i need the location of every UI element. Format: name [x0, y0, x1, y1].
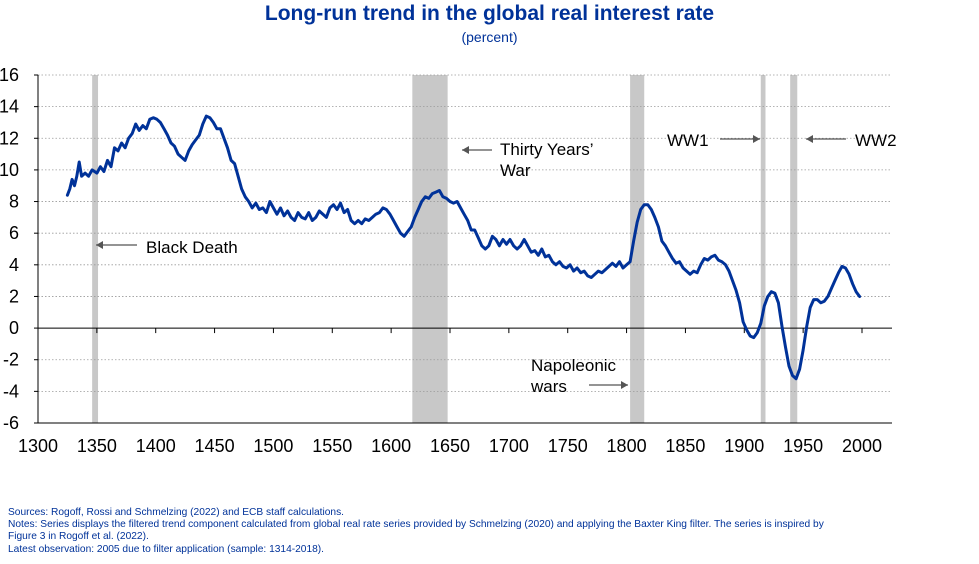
napoleonic-wars-label: Napoleonic [531, 356, 617, 375]
chart-subtitle: (percent) [461, 29, 518, 45]
x-tick-label: 1300 [18, 436, 58, 456]
napoleonic-wars-arrow-head [621, 381, 628, 389]
y-tick-label: 12 [0, 128, 19, 148]
x-tick-label: 1450 [195, 436, 235, 456]
ww1-arrow-head [753, 135, 760, 143]
x-tick-label: 1550 [312, 436, 352, 456]
shaded-period-3 [630, 75, 645, 423]
y-tick-label: 16 [0, 65, 19, 85]
x-tick-label: 1600 [371, 436, 411, 456]
x-tick-label: 1700 [489, 436, 529, 456]
line-chart: 1300 1350 1400 1450 1500 1550 1600 1650 1700 1750… [0, 65, 897, 456]
x-tick-label: 1850 [665, 436, 705, 456]
napoleonic-wars-label: wars [530, 377, 567, 396]
x-tick-label: 1800 [607, 436, 647, 456]
latest-observation-note: Latest observation: 2005 due to filter a… [8, 543, 325, 555]
x-tick-label: 1950 [783, 436, 823, 456]
shaded-period-2 [412, 75, 448, 423]
x-tick-label: 1400 [136, 436, 176, 456]
y-tick-label: 2 [9, 286, 19, 306]
ww1-label: WW1 [667, 131, 709, 150]
thirty-years-war-label: Thirty Years’ [500, 140, 594, 159]
real-rate-trend-line [65, 114, 862, 381]
y-tick-label: 4 [9, 255, 19, 275]
y-tick-label: 6 [9, 223, 19, 243]
methodology-note-line-1: Notes: Series displays the filtered tren… [8, 519, 824, 531]
x-tick-label: 1500 [253, 436, 293, 456]
thirty-years-war-arrow-head [462, 146, 469, 154]
y-tick-label: 0 [9, 318, 19, 338]
y-tick-label: 10 [0, 160, 19, 180]
x-tick-label: 1900 [724, 436, 764, 456]
chart-title: Long-run trend in the global real intere… [264, 2, 715, 25]
shaded-period-4 [760, 75, 766, 423]
y-tick-label: -4 [3, 381, 19, 401]
ww2-arrow-head [806, 135, 813, 143]
thirty-years-war-label: War [500, 161, 531, 180]
y-tick-label: -6 [3, 413, 19, 433]
y-tick-label: 14 [0, 97, 19, 117]
y-tick-label: -2 [3, 350, 19, 370]
x-tick-label: 1650 [430, 436, 470, 456]
ww2-label: WW2 [855, 131, 897, 150]
sources-note: Sources: Rogoff, Rossi and Schmelzing (2… [8, 507, 344, 518]
methodology-note-line-2: Figure 3 in Rogoff et al. (2022). [8, 531, 149, 543]
x-tick-label: 2000 [842, 436, 882, 456]
x-tick-label: 1350 [77, 436, 117, 456]
black-death-arrow-head [96, 241, 103, 249]
shaded-period-1 [92, 75, 99, 423]
black-death-label: Black Death [146, 238, 238, 257]
y-tick-label: 8 [9, 192, 19, 212]
chart-notes: Sources: Rogoff, Rossi and Schmelzing (2… [8, 507, 978, 556]
x-tick-label: 1750 [548, 436, 588, 456]
shaded-period-5 [790, 75, 798, 423]
